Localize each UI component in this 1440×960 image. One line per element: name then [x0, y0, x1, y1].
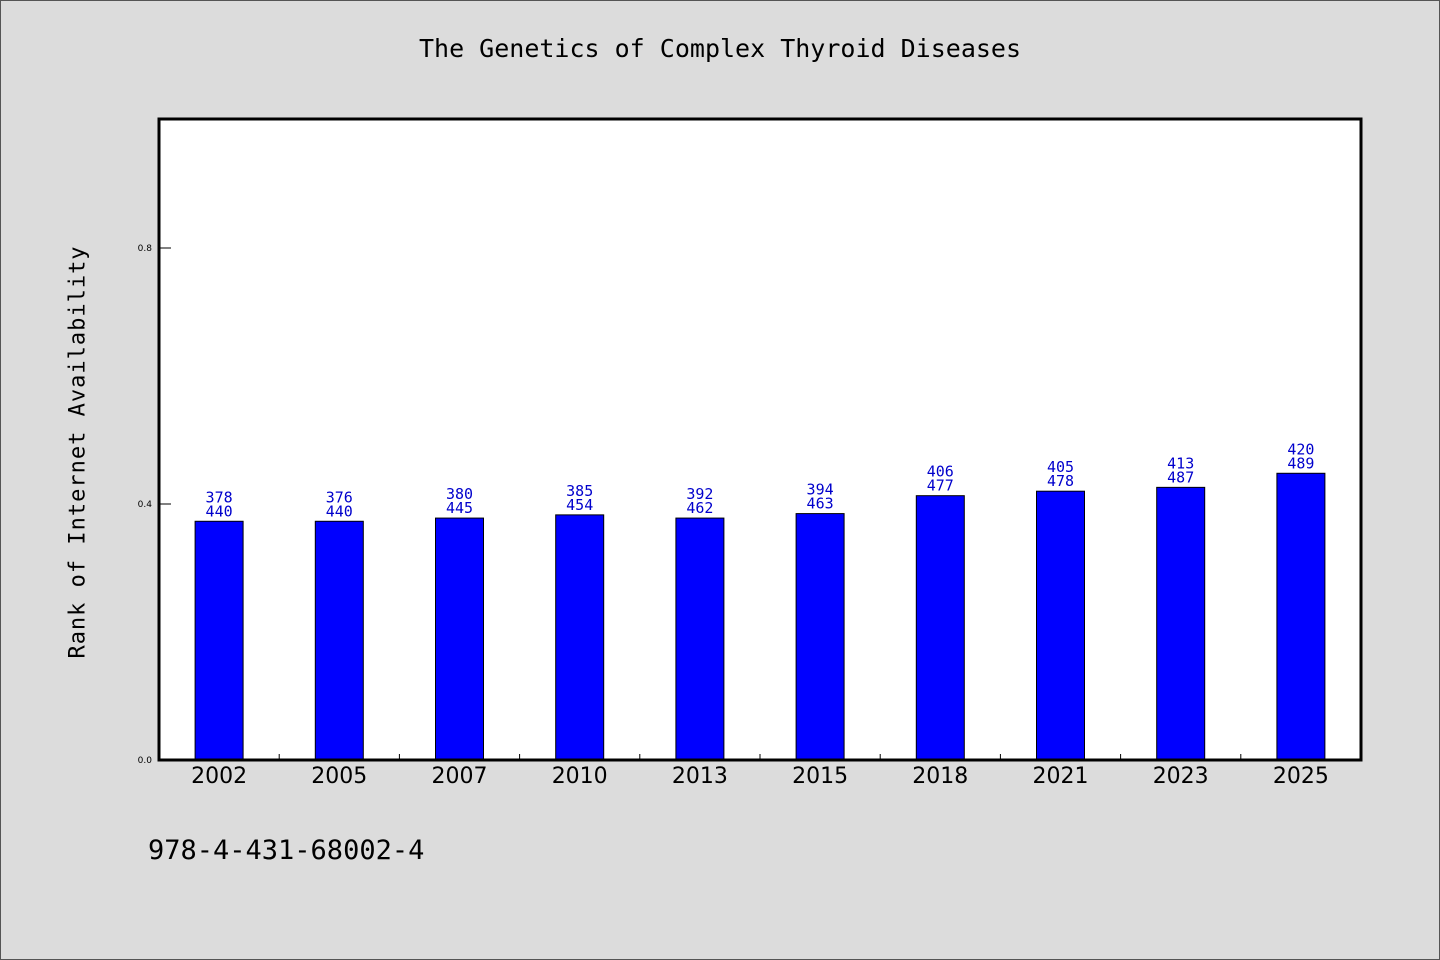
y-tick-label: 0.4 — [138, 500, 153, 510]
bar — [1156, 486, 1206, 761]
bar — [314, 520, 364, 761]
data-label-top: 405 — [1047, 458, 1074, 476]
plot-border — [157, 117, 1363, 762]
bar — [915, 495, 965, 761]
data-label-top: 385 — [566, 482, 593, 500]
data-label-top: 380 — [446, 485, 473, 503]
data-label-bottom: 463 — [807, 495, 834, 513]
data-label-top: 413 — [1167, 454, 1194, 472]
data-label-bottom: 477 — [927, 477, 954, 495]
data-label-bottom: 445 — [446, 499, 473, 517]
x-tick-label: 2010 — [552, 764, 608, 789]
x-tick-label: 2005 — [311, 764, 367, 789]
bar — [435, 517, 484, 761]
bar — [795, 513, 845, 761]
bar — [555, 514, 605, 761]
data-label-top: 376 — [326, 488, 353, 506]
bar — [194, 520, 244, 761]
data-label-top: 406 — [927, 463, 954, 481]
x-tick-label: 2015 — [792, 764, 848, 789]
chart-title: The Genetics of Complex Thyroid Diseases — [418, 34, 1022, 63]
data-label-bottom: 454 — [566, 496, 593, 514]
data-label-bottom: 440 — [326, 502, 353, 520]
data-label-bottom: 478 — [1047, 472, 1074, 490]
footer-code: 978-4-431-68002-4 — [148, 835, 425, 866]
data-label-bottom: 440 — [206, 502, 233, 520]
bar — [675, 517, 725, 761]
x-tick-label: 2023 — [1153, 764, 1209, 789]
y-tick-label: 0.8 — [138, 244, 153, 254]
bar — [1036, 490, 1085, 761]
x-tick-label: 2021 — [1033, 764, 1089, 789]
x-tick-label: 2018 — [912, 764, 968, 789]
data-label-top: 378 — [206, 488, 233, 506]
x-tick-label: 2013 — [672, 764, 728, 789]
data-label-bottom: 462 — [686, 499, 713, 517]
data-label-top: 394 — [807, 481, 834, 499]
x-tick-label: 2007 — [432, 764, 488, 789]
x-tick-label: 2002 — [191, 764, 247, 789]
data-label-bottom: 487 — [1167, 468, 1194, 486]
data-label-top: 392 — [686, 485, 713, 503]
y-tick-label: 0.0 — [138, 756, 153, 766]
data-label-top: 420 — [1287, 440, 1314, 458]
bar — [1276, 472, 1326, 761]
x-tick-label: 2025 — [1273, 764, 1329, 789]
data-label-bottom: 489 — [1287, 454, 1314, 472]
